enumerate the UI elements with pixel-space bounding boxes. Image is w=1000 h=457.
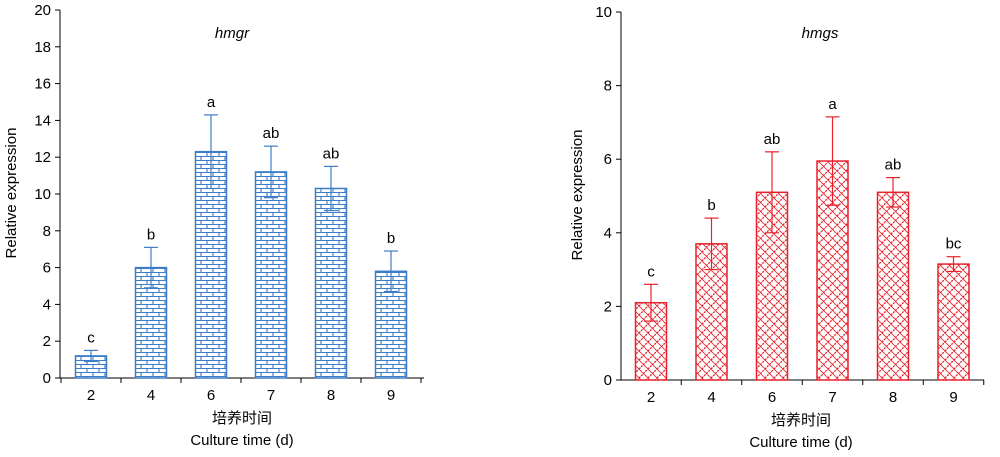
y-tick-label: 4 xyxy=(604,225,612,242)
significance-label: ab xyxy=(323,145,340,162)
significance-label: ab xyxy=(263,125,280,142)
chart-title: hmgr xyxy=(215,25,250,42)
x-axis-label-cn: 培养时间 xyxy=(212,410,272,427)
significance-label: b xyxy=(707,197,715,214)
y-tick-label: 14 xyxy=(34,112,51,129)
x-tick-label: 4 xyxy=(147,387,155,404)
significance-label: bc xyxy=(946,236,962,253)
x-axis-label-cn: 培养时间 xyxy=(771,412,831,429)
x-axis-label: Culture time (d) xyxy=(749,434,852,451)
y-tick-label: 6 xyxy=(43,260,51,277)
y-tick-label: 8 xyxy=(43,223,51,240)
x-tick-label: 6 xyxy=(768,389,776,406)
bar xyxy=(194,150,228,379)
bar xyxy=(254,171,288,379)
significance-label: c xyxy=(87,329,95,346)
hmgs-chart: hmgs Relative expression 培养时间 Culture ti… xyxy=(569,4,985,451)
significance-label: ab xyxy=(764,131,781,148)
x-tick-label: 7 xyxy=(267,387,275,404)
y-tick-label: 0 xyxy=(43,370,51,387)
chart-title: hmgs xyxy=(802,25,839,42)
x-tick-label: 4 xyxy=(707,389,715,406)
y-tick-label: 18 xyxy=(34,39,51,56)
significance-label: a xyxy=(207,94,216,111)
y-tick-label: 2 xyxy=(43,333,51,350)
bar xyxy=(314,187,348,379)
y-tick-label: 0 xyxy=(604,372,612,389)
x-tick-label: 6 xyxy=(207,387,215,404)
x-tick-label: 9 xyxy=(949,389,957,406)
y-tick-label: 2 xyxy=(604,298,612,315)
y-tick-label: 12 xyxy=(34,149,51,166)
y-tick-label: 16 xyxy=(34,76,51,93)
y-axis-label: Relative expression xyxy=(569,130,586,261)
x-axis-label: Culture time (d) xyxy=(190,432,293,449)
significance-label: ab xyxy=(885,157,902,174)
y-tick-label: 10 xyxy=(595,4,612,21)
x-tick-label: 9 xyxy=(387,387,395,404)
bar xyxy=(937,263,970,381)
significance-label: a xyxy=(828,96,837,113)
bar xyxy=(876,191,910,381)
x-tick-label: 2 xyxy=(647,389,655,406)
significance-label: c xyxy=(647,263,655,280)
y-tick-label: 4 xyxy=(43,296,51,313)
significance-label: b xyxy=(147,226,155,243)
y-tick-label: 20 xyxy=(34,2,51,19)
y-tick-label: 10 xyxy=(34,186,51,203)
hmgr-chart: hmgr Relative expression 培养时间 Culture ti… xyxy=(3,2,424,449)
x-tick-label: 7 xyxy=(828,389,836,406)
y-tick-label: 6 xyxy=(604,151,612,168)
y-axis-label: Relative expression xyxy=(3,128,20,259)
significance-label: b xyxy=(387,230,395,247)
y-tick-label: 8 xyxy=(604,78,612,95)
x-tick-label: 8 xyxy=(889,389,897,406)
x-tick-label: 2 xyxy=(87,387,95,404)
x-tick-label: 8 xyxy=(327,387,335,404)
